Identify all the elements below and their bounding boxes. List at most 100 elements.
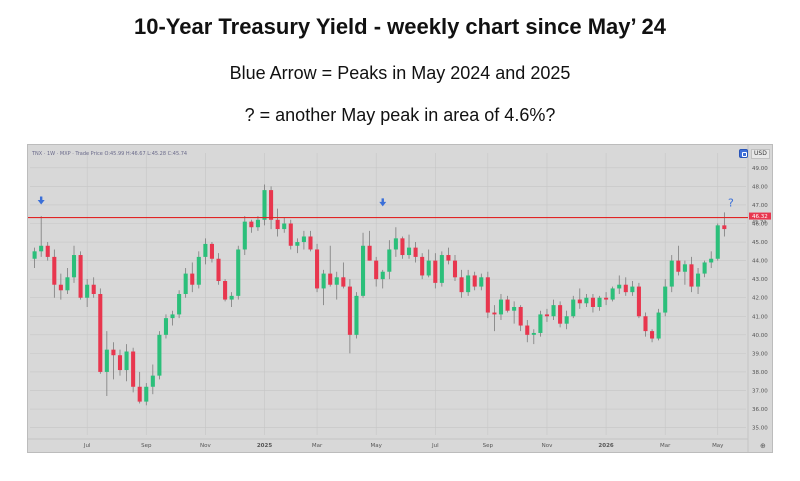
candle (203, 238, 208, 265)
candle (380, 269, 385, 289)
candle (255, 216, 260, 231)
candle-body (104, 349, 109, 372)
candle (420, 253, 425, 280)
candle-body (269, 190, 274, 220)
x-tick-label: Nov (542, 443, 553, 449)
candle-body (400, 238, 405, 256)
candle (472, 271, 477, 291)
candle-body (498, 299, 504, 315)
page-title: 10-Year Treasury Yield - weekly chart si… (134, 14, 666, 39)
candle-body (544, 314, 550, 317)
candlestick-chart[interactable]: 49.00 48.00 47.00 46.00 45.00 44.00 43.00 42.00… (28, 145, 772, 452)
candle-body (282, 223, 287, 230)
candle-body (183, 273, 188, 294)
candle-body (131, 351, 136, 387)
chart-panel[interactable]: 49.00 48.00 47.00 46.00 45.00 44.00 43.00 42.00… (27, 144, 773, 453)
candle (452, 255, 458, 282)
candle-body (525, 325, 530, 335)
candle (413, 242, 418, 263)
peak-arrow-icon (379, 201, 387, 207)
candle (610, 286, 615, 302)
candle (669, 255, 674, 293)
candle (393, 227, 398, 257)
candle (485, 271, 490, 319)
candle-body (71, 255, 77, 278)
candle-body (479, 277, 484, 287)
candle-body (361, 245, 366, 296)
candle-body (387, 249, 392, 272)
candle (538, 310, 543, 337)
candle-body (196, 256, 201, 285)
candle (98, 288, 103, 374)
candle-body (433, 260, 438, 283)
currency-selector[interactable]: USD (751, 149, 770, 159)
candle (150, 364, 155, 395)
candle (315, 243, 320, 293)
y-tick-label: 35.00 (752, 426, 768, 432)
candle (249, 219, 254, 233)
candle-body (577, 299, 582, 304)
candle (479, 273, 484, 291)
candle (170, 310, 175, 326)
candle (163, 314, 169, 339)
candle-body (242, 221, 247, 250)
candle-body (341, 277, 346, 287)
candle-body (58, 284, 63, 291)
candle (630, 281, 635, 296)
candle-body (452, 260, 458, 278)
subtitle-blue-arrow-note: Blue Arrow = Peaks in May 2024 and 2025 (229, 63, 571, 83)
candle (406, 234, 412, 259)
candle-body (144, 386, 149, 402)
auto-scale-icon[interactable]: ⊕ (760, 443, 766, 450)
candle-body (656, 312, 661, 339)
settings-icon[interactable] (739, 149, 748, 158)
y-tick-label: 45.00 (752, 240, 768, 246)
candle (144, 383, 149, 406)
candle (354, 292, 359, 339)
candle-body (610, 288, 615, 300)
subtitle-question-note: ? = another May peak in area of 4.6%? (244, 105, 556, 125)
y-tick-label: 44.00 (752, 259, 768, 265)
candle (85, 279, 90, 307)
candle (288, 219, 293, 250)
y-tick-label: 39.00 (752, 351, 768, 357)
y-tick-label: 36.00 (752, 407, 768, 413)
candle (282, 217, 287, 233)
candle (111, 342, 116, 380)
candle (512, 301, 517, 324)
peak-arrow-icon (381, 198, 384, 203)
candle-body (485, 277, 490, 313)
candle-body (321, 273, 326, 289)
candle (157, 331, 162, 380)
candle-body (439, 255, 444, 283)
candle-body (696, 273, 701, 287)
candle (571, 295, 576, 319)
y-tick-label: 43.00 (752, 277, 768, 283)
candle (209, 242, 214, 263)
candle (676, 245, 681, 276)
candle-body (551, 305, 556, 317)
candle-body (492, 312, 497, 315)
candle (137, 371, 142, 404)
candle-body (137, 386, 142, 402)
candle-body (420, 256, 425, 276)
candle (216, 253, 221, 285)
y-tick-label: 42.00 (752, 296, 768, 302)
candle (223, 279, 228, 302)
candle (656, 308, 661, 341)
candle (131, 347, 136, 393)
candle (295, 238, 300, 254)
candle (65, 268, 70, 294)
candle-body (91, 284, 96, 294)
candle (39, 216, 44, 257)
candle-body (636, 286, 641, 317)
candle-body (426, 260, 431, 276)
candle (190, 262, 195, 293)
candle (544, 308, 550, 322)
x-tick-label: 2025 (257, 443, 272, 449)
candle-body (722, 225, 727, 230)
candle (597, 295, 602, 311)
candle-body (216, 258, 221, 282)
candle (590, 294, 595, 313)
candle (433, 253, 438, 289)
